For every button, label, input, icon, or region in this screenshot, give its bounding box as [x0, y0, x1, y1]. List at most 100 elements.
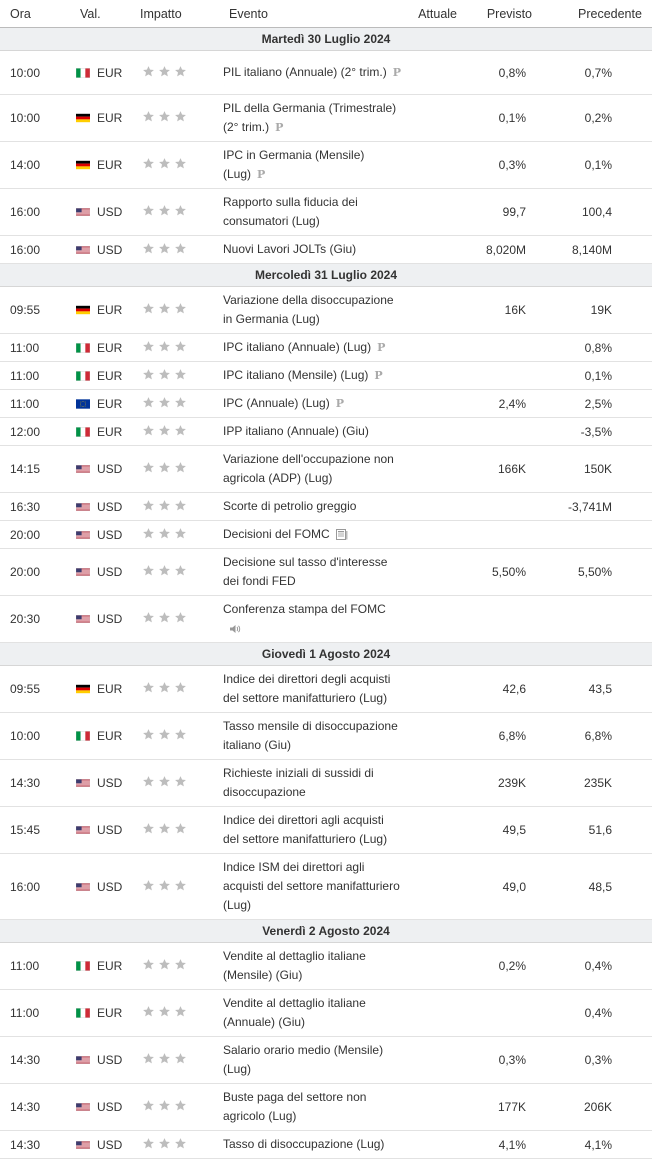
event-row[interactable]: 14:30 USD Tasso di disoccupazione (Lug) 4,1… — [0, 1130, 652, 1159]
currency-code: EUR — [97, 368, 123, 383]
event-currency-cell: USD — [70, 1083, 130, 1131]
event-name-link[interactable]: IPC italiano (Mensile) (Lug) — [223, 368, 369, 382]
event-name-cell[interactable]: Richieste iniziali di sussidi di disoccu… — [219, 759, 408, 807]
event-name-cell[interactable]: Conferenza stampa del FOMC — [219, 595, 408, 643]
event-name-cell[interactable]: Decisione sul tasso d'interesse dei fond… — [219, 548, 408, 596]
event-row[interactable]: 20:30 USD Conferenza stampa del FOMC — [0, 595, 652, 643]
event-name-cell[interactable]: Vendite al dettaglio italiane (Mensile) … — [219, 942, 408, 990]
event-name-cell[interactable]: Salario orario medio (Mensile) (Lug) — [219, 1036, 408, 1084]
event-name-link[interactable]: Variazione dell'occupazione non agricola… — [223, 452, 394, 485]
currency-code: USD — [97, 499, 123, 514]
event-name-cell[interactable]: Indice ISM dei direttori agli acquisti d… — [219, 853, 408, 920]
column-header-previous[interactable]: Precedente — [542, 0, 652, 28]
event-name-link[interactable]: Decisioni del FOMC — [223, 527, 330, 541]
event-name-link[interactable]: Rapporto sulla fiducia dei consumatori (… — [223, 195, 358, 228]
event-name-cell[interactable]: PIL italiano (Annuale) (2° trim.) P — [219, 50, 408, 95]
event-name-cell[interactable]: Decisioni del FOMC — [219, 520, 408, 549]
column-header-forecast[interactable]: Previsto — [467, 0, 542, 28]
event-forecast — [467, 333, 542, 362]
column-header-time[interactable]: Ora — [0, 0, 70, 28]
event-name-cell[interactable]: Vendite al dettaglio italiane (Annuale) … — [219, 989, 408, 1037]
event-name-link[interactable]: Nuovi Lavori JOLTs (Giu) — [223, 242, 357, 256]
event-row[interactable]: 11:00 EUR IPC (Annuale) (Lug) P 2,4% 2,5% — [0, 389, 652, 418]
event-row[interactable]: 16:00 USD Rapporto sulla fiducia dei consu… — [0, 188, 652, 236]
event-name-cell[interactable]: PIL della Germania (Trimestrale) (2° tri… — [219, 94, 408, 142]
column-header-actual[interactable]: Attuale — [408, 0, 467, 28]
column-header-impact[interactable]: Impatto — [130, 0, 219, 28]
event-name-cell[interactable]: Variazione della disoccupazione in Germa… — [219, 286, 408, 334]
column-header-currency[interactable]: Val. — [70, 0, 130, 28]
event-name-cell[interactable]: Rapporto sulla fiducia dei consumatori (… — [219, 188, 408, 236]
event-forecast: 0,3% — [467, 1036, 542, 1084]
event-name-cell[interactable]: Tasso di disoccupazione (Lug) — [219, 1130, 408, 1159]
event-name-cell[interactable]: IPC in Germania (Mensile) (Lug) P — [219, 141, 408, 189]
event-name-link[interactable]: Tasso mensile di disoccupazione italiano… — [223, 719, 398, 752]
event-row[interactable]: 11:00 EUR IPC italiano (Annuale) (Lug) P 0,8… — [0, 333, 652, 362]
event-name-cell[interactable]: Nuovi Lavori JOLTs (Giu) — [219, 235, 408, 264]
event-name-link[interactable]: Salario orario medio (Mensile) (Lug) — [223, 1043, 384, 1076]
event-name-link[interactable]: PIL italiano (Annuale) (2° trim.) — [223, 65, 387, 79]
event-name-cell[interactable]: IPC (Annuale) (Lug) P — [219, 389, 408, 418]
event-impact-cell — [130, 942, 219, 990]
event-row[interactable]: 14:15 USD Variazione dell'occupazione non … — [0, 445, 652, 493]
event-name-link[interactable]: Buste paga del settore non agricolo (Lug… — [223, 1090, 367, 1123]
event-name-cell[interactable]: IPC italiano (Annuale) (Lug) P — [219, 333, 408, 362]
day-separator-row: Martedì 30 Luglio 2024 — [0, 27, 652, 51]
event-name-link[interactable]: Tasso di disoccupazione (Lug) — [223, 1137, 385, 1151]
event-name-cell[interactable]: Scorte di petrolio greggio — [219, 492, 408, 521]
event-row[interactable]: 11:00 EUR Vendite al dettaglio italiane (M… — [0, 942, 652, 990]
event-previous: 0,7% — [542, 50, 652, 95]
event-row[interactable]: 16:00 USD Indice ISM dei direttori agli ac… — [0, 853, 652, 920]
star-icon — [174, 302, 187, 315]
event-row[interactable]: 20:00 USD Decisione sul tasso d'interesse … — [0, 548, 652, 596]
event-row[interactable]: 14:30 USD Salario orario medio (Mensile) (… — [0, 1036, 652, 1084]
event-name-cell[interactable]: IPC italiano (Mensile) (Lug) P — [219, 361, 408, 390]
event-row[interactable]: 15:45 USD Indice dei direttori agli acquis… — [0, 806, 652, 854]
event-name-link[interactable]: IPP italiano (Annuale) (Giu) — [223, 424, 369, 438]
event-row[interactable]: 11:00 EUR IPC italiano (Mensile) (Lug) P 0,1… — [0, 361, 652, 390]
event-row[interactable]: 10:00 EUR PIL italiano (Annuale) (2° trim.… — [0, 50, 652, 95]
event-time: 11:00 — [0, 942, 70, 990]
event-row[interactable]: 09:55 EUR Indice dei direttori degli acqui… — [0, 665, 652, 713]
event-name-link[interactable]: IPC italiano (Annuale) (Lug) — [223, 340, 372, 354]
event-row[interactable]: 09:55 EUR Variazione della disoccupazione … — [0, 286, 652, 334]
event-row[interactable]: 14:30 USD Buste paga del settore non agric… — [0, 1083, 652, 1131]
event-previous: 48,5 — [542, 853, 652, 920]
event-row[interactable]: 16:00 USD Nuovi Lavori JOLTs (Giu) 8,020M 8,… — [0, 235, 652, 264]
event-row[interactable]: 14:30 USD Richieste iniziali di sussidi di… — [0, 759, 652, 807]
event-name-cell[interactable]: Variazione dell'occupazione non agricola… — [219, 445, 408, 493]
event-name-cell[interactable]: Indice dei direttori agli acquisti del s… — [219, 806, 408, 854]
star-icon — [142, 302, 155, 315]
star-icon — [174, 564, 187, 577]
event-name-link[interactable]: PIL della Germania (Trimestrale) (2° tri… — [223, 101, 397, 134]
event-row[interactable]: 12:00 EUR IPP italiano (Annuale) (Giu) -3,5… — [0, 417, 652, 446]
currency-code: EUR — [97, 959, 123, 973]
event-actual — [408, 1083, 467, 1131]
event-name-link[interactable]: Variazione della disoccupazione in Germa… — [223, 293, 394, 326]
event-row[interactable]: 20:00 USD Decisioni del FOMC — [0, 520, 652, 549]
event-name-cell[interactable]: Indice dei direttori degli acquisti del … — [219, 665, 408, 713]
event-name-link[interactable]: Indice dei direttori agli acquisti del s… — [223, 813, 388, 846]
event-name-link[interactable]: Vendite al dettaglio italiane (Mensile) … — [223, 949, 366, 982]
event-name-link[interactable]: Decisione sul tasso d'interesse dei fond… — [223, 555, 388, 588]
event-row[interactable]: 10:00 EUR Tasso mensile di disoccupazione … — [0, 712, 652, 760]
event-actual — [408, 1130, 467, 1159]
event-row[interactable]: 14:00 EUR IPC in Germania (Mensile) (Lug) P… — [0, 141, 652, 189]
event-name-cell[interactable]: Tasso mensile di disoccupazione italiano… — [219, 712, 408, 760]
event-name-link[interactable]: Scorte di petrolio greggio — [223, 499, 357, 513]
event-row[interactable]: 11:00 EUR Vendite al dettaglio italiane (A… — [0, 989, 652, 1037]
event-name-link[interactable]: Indice ISM dei direttori agli acquisti d… — [223, 860, 400, 912]
event-name-cell[interactable]: IPP italiano (Annuale) (Giu) — [219, 417, 408, 446]
event-row[interactable]: 10:00 EUR PIL della Germania (Trimestrale)… — [0, 94, 652, 142]
event-name-link[interactable]: Conferenza stampa del FOMC — [223, 602, 386, 616]
event-actual — [408, 445, 467, 493]
column-header-event[interactable]: Evento — [219, 0, 408, 28]
event-name-cell[interactable]: Buste paga del settore non agricolo (Lug… — [219, 1083, 408, 1131]
event-impact-cell — [130, 548, 219, 596]
event-name-link[interactable]: IPC (Annuale) (Lug) — [223, 396, 330, 410]
event-name-link[interactable]: Vendite al dettaglio italiane (Annuale) … — [223, 996, 366, 1029]
event-name-link[interactable]: IPC in Germania (Mensile) (Lug) — [223, 148, 365, 181]
event-name-link[interactable]: Richieste iniziali di sussidi di disoccu… — [223, 766, 374, 799]
event-name-link[interactable]: Indice dei direttori degli acquisti del … — [223, 672, 391, 705]
event-row[interactable]: 16:30 USD Scorte di petrolio greggio -3,741… — [0, 492, 652, 521]
